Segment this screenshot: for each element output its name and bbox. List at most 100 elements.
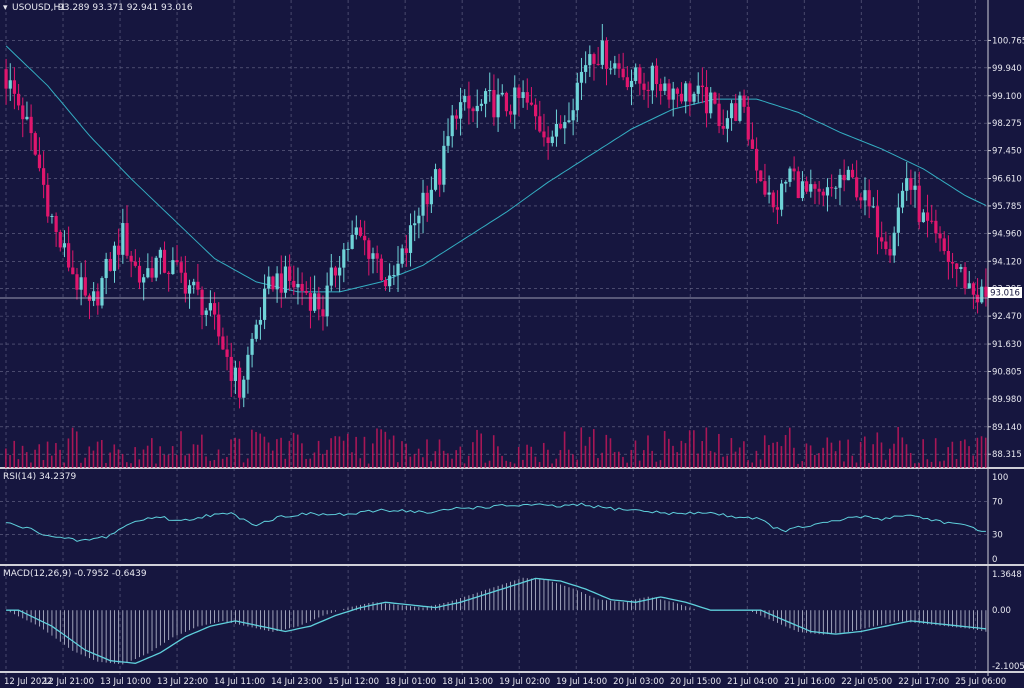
candle <box>479 99 484 112</box>
volume-bar <box>126 462 128 468</box>
volume-bar <box>100 440 103 468</box>
volume-bar <box>926 459 929 468</box>
volume-bar <box>834 451 837 468</box>
candle <box>625 66 629 91</box>
candle <box>709 87 713 119</box>
volume-bar <box>276 439 278 468</box>
candle <box>187 279 192 309</box>
volume-bar <box>597 458 599 468</box>
candle <box>913 171 917 208</box>
volume-bar <box>859 441 862 468</box>
volume-bar <box>655 461 658 468</box>
price-tick-label: 99.940 <box>992 64 1022 74</box>
chart-dropdown-icon[interactable]: ▾ <box>3 3 8 13</box>
candle <box>450 104 454 148</box>
candle <box>896 193 900 247</box>
candle <box>575 72 579 122</box>
time-tick-label: 20 Jul 15:00 <box>670 677 721 687</box>
volume-bar <box>21 445 24 468</box>
volume-bar <box>914 463 916 468</box>
volume-bar <box>939 461 941 468</box>
volume-bar <box>526 444 528 468</box>
candle <box>129 250 133 278</box>
candle <box>930 204 934 224</box>
candle <box>467 81 471 125</box>
volume-bar <box>209 460 211 468</box>
candle <box>800 171 805 202</box>
time-tick-label: 20 Jul 03:00 <box>613 677 664 687</box>
candle <box>788 166 792 187</box>
time-tick-label: 22 Jul 05:00 <box>841 677 892 687</box>
candle <box>646 81 650 108</box>
volume-bar <box>747 460 749 468</box>
volume-bar <box>951 441 954 468</box>
price-tick-label: 88.315 <box>992 450 1022 460</box>
volume-bar <box>9 454 11 468</box>
candle <box>162 241 167 274</box>
volume-bar <box>171 446 174 468</box>
volume-bar <box>567 449 570 468</box>
candle <box>304 281 308 296</box>
candle <box>734 93 738 122</box>
volume-bar <box>201 434 203 468</box>
candle <box>463 89 467 111</box>
volume-bar <box>142 449 145 468</box>
candle <box>175 245 179 266</box>
price-tick-label: 90.805 <box>992 367 1022 377</box>
candle <box>133 249 137 268</box>
volume-bar <box>630 449 633 468</box>
volume-bar <box>542 442 545 468</box>
candle <box>754 137 759 184</box>
candle <box>125 205 129 259</box>
volume-bar <box>301 443 303 468</box>
volume-bar <box>401 441 403 468</box>
volume-bar <box>613 452 616 468</box>
candle <box>671 81 675 117</box>
volume-bar <box>426 439 428 468</box>
volume-bar <box>292 432 295 468</box>
candle <box>521 80 525 108</box>
price-tick-label: 89.980 <box>992 395 1022 405</box>
volume-bar <box>442 450 445 468</box>
candle <box>892 226 896 263</box>
candle <box>438 167 442 197</box>
candle <box>417 207 421 239</box>
volume-bar <box>809 445 812 468</box>
volume-bar <box>109 452 111 468</box>
volume-bar <box>434 451 437 468</box>
time-tick-label: 22 Jul 17:00 <box>898 677 949 687</box>
candle <box>204 307 208 327</box>
candle <box>538 100 542 133</box>
volume-bar <box>868 462 870 468</box>
macd-signal-line <box>6 577 986 664</box>
volume-bar <box>255 432 257 468</box>
candle <box>742 89 746 113</box>
volume-bar <box>668 438 670 468</box>
volume-bar <box>117 449 120 468</box>
volume-bar <box>513 463 516 468</box>
candle <box>508 104 513 123</box>
candle <box>46 173 50 223</box>
price-tick-label: 96.610 <box>992 175 1022 185</box>
candle <box>137 257 142 290</box>
candle <box>884 231 888 255</box>
candle <box>496 78 500 132</box>
volume-bar <box>84 457 86 468</box>
volume-bar <box>934 438 937 468</box>
time-tick-label: 13 Jul 10:00 <box>100 677 151 687</box>
volume-bar <box>588 436 591 468</box>
candle <box>250 332 254 368</box>
volume-bar <box>634 440 637 468</box>
volume-bar <box>59 449 61 468</box>
volume-bar <box>121 454 124 468</box>
candle <box>329 254 333 292</box>
candle <box>980 279 984 304</box>
candle <box>4 58 8 105</box>
rsi-path <box>6 502 986 542</box>
candle <box>108 251 112 272</box>
volume-bar <box>659 460 662 468</box>
volume-bar <box>438 439 441 468</box>
volume-bar <box>864 436 866 468</box>
time-tick-label: 19 Jul 02:00 <box>499 677 550 687</box>
